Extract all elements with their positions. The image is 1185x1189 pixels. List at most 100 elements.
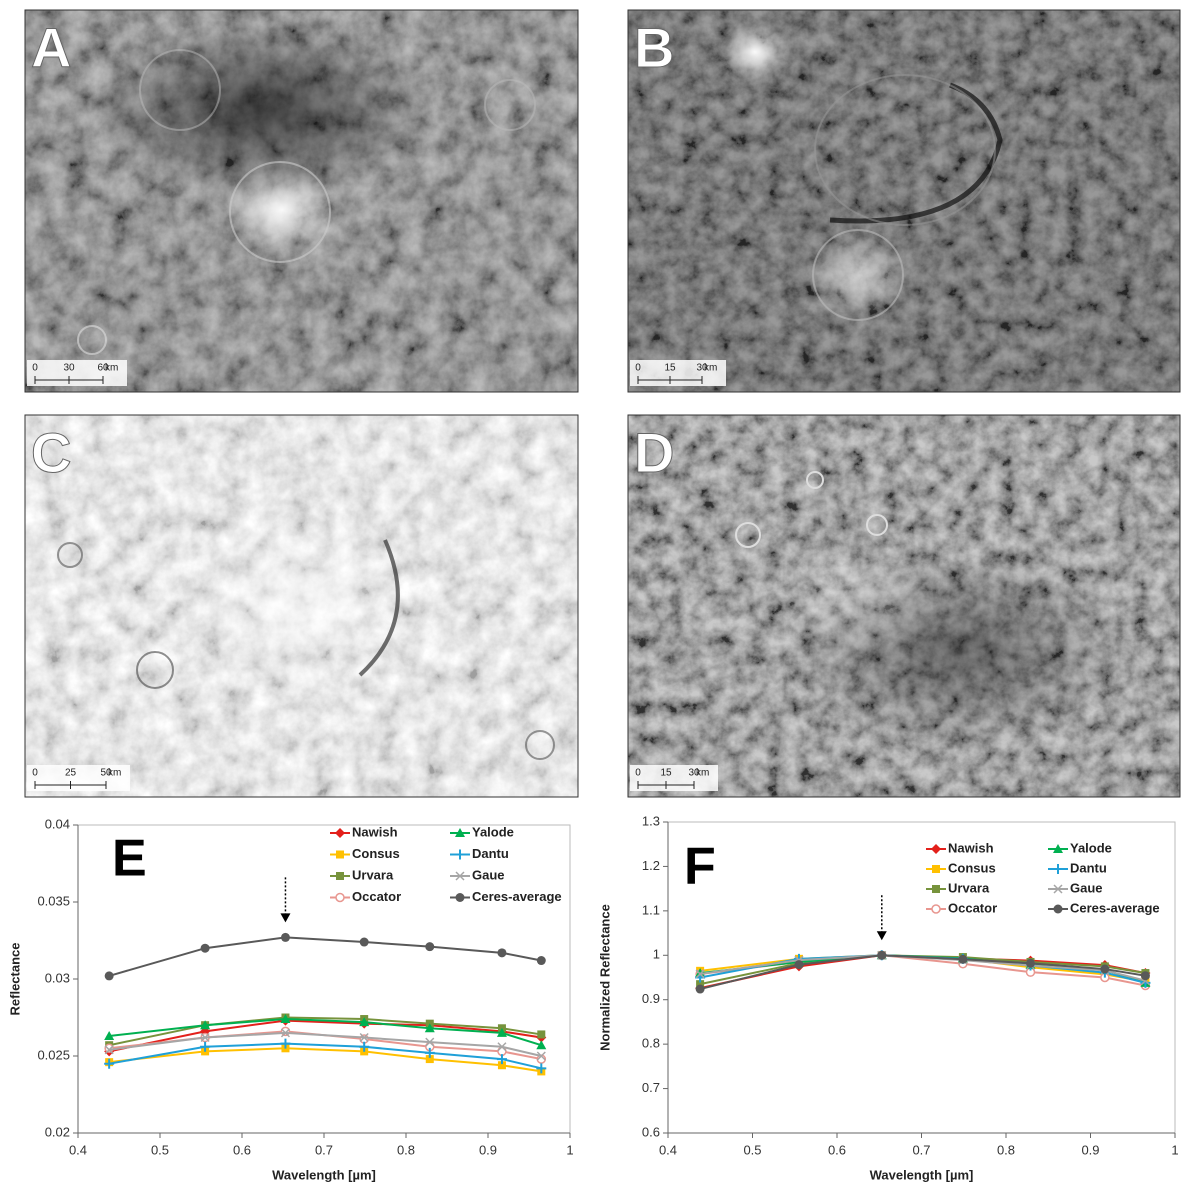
marker [360,938,369,947]
scale-bar-label: 0 [635,768,641,779]
marker [537,1030,545,1038]
marker [336,851,344,859]
x-tick-label: 0.6 [828,1142,846,1157]
legend-label: Yalode [1070,840,1112,855]
marker [455,850,465,860]
y-tick-label: 0.8 [642,1036,660,1051]
marker [931,844,941,854]
x-tick-label: 0.9 [479,1142,497,1157]
x-tick-label: 0.4 [69,1142,87,1157]
legend-label: Urvara [352,867,394,882]
y-axis-title: Normalized Reflectance [597,904,612,1051]
marker [1053,864,1063,874]
y-tick-label: 0.7 [642,1080,660,1095]
scale-bar-label: km [696,768,709,779]
legend-label: Dantu [1070,860,1107,875]
scale-bar-label: 0 [635,363,641,374]
marker [1026,959,1035,968]
marker [932,905,940,913]
scale-bar-label: km [704,363,717,374]
series-line [109,1044,541,1069]
y-tick-label: 0.035 [37,893,70,908]
marker [932,865,940,873]
legend-label: Ceres-average [472,889,562,904]
scale-bar-label: km [108,768,121,779]
legend-label: Occator [352,889,401,904]
figure: A03060kmB01530kmC02550kmD01530km 0.40.50… [0,0,1185,1189]
x-tick-label: 1 [1171,1142,1178,1157]
y-tick-label: 0.02 [45,1124,70,1139]
y-tick-label: 1.2 [642,858,660,873]
marker [281,1027,289,1035]
marker [281,933,290,942]
marker [877,951,886,960]
image-d [628,415,1180,797]
panel-letter: B [634,16,674,79]
scale-bar-label: 15 [660,768,672,779]
marker [336,894,344,902]
y-tick-label: 0.03 [45,970,70,985]
x-tick-label: 0.4 [659,1142,677,1157]
image-c [25,415,578,797]
x-tick-label: 0.7 [912,1142,930,1157]
legend-label: Yalode [472,824,514,839]
scale-bar-label: 25 [65,768,77,779]
y-tick-label: 1.3 [642,813,660,828]
y-axis-title: Reflectance [7,943,22,1016]
legend-label: Urvara [948,880,990,895]
legend-label: Dantu [472,846,509,861]
x-tick-label: 0.9 [1081,1142,1099,1157]
marker [201,944,210,953]
marker [1054,905,1063,914]
y-tick-label: 0.04 [45,816,70,831]
panel-letter: A [31,16,71,79]
charts: 0.4 0.5 0.6 0.7 0.8 0.9 1 0.02 0.025 0.03 0.035 0.0… [7,813,1178,1182]
marker [537,956,546,965]
legend-label: Gaue [1070,880,1103,895]
legend-label: Nawish [948,840,994,855]
legend-label: Ceres-average [1070,900,1160,915]
y-tick-label: 0.025 [37,1047,70,1062]
scale-bar-label: km [105,363,118,374]
scale-bar-label: 0 [32,363,38,374]
legend-label: Occator [948,900,997,915]
marker [1100,965,1109,974]
marker [1141,971,1150,980]
page: A03060kmB01530kmC02550kmD01530km 0.40.50… [0,0,1185,1189]
marker [794,960,803,969]
marker [425,942,434,951]
panel-letter: D [634,421,674,484]
marker [932,885,940,893]
image-b [628,10,1180,392]
marker [958,955,967,964]
scale-bar-label: 30 [63,363,75,374]
y-tick-label: 0.6 [642,1124,660,1139]
arrow-head [280,913,290,922]
marker [105,1044,113,1052]
x-tick-label: 0.5 [151,1142,169,1157]
x-axis-title: Wavelength [µm] [272,1167,376,1182]
scale-bar-label: 0 [32,768,38,779]
legend-label: Consus [948,860,996,875]
arrow-head [877,931,887,940]
marker [105,971,114,980]
x-tick-label: 1 [566,1142,573,1157]
x-tick-label: 0.5 [743,1142,761,1157]
marker [456,893,465,902]
image-a [25,10,578,392]
y-tick-label: 1.1 [642,902,660,917]
marker [335,828,345,838]
legend-label: Nawish [352,824,398,839]
series-line [109,937,541,976]
x-axis-title: Wavelength [µm] [870,1167,974,1182]
y-tick-label: 1 [653,947,660,962]
panel-letter: F [684,838,716,896]
x-tick-label: 0.8 [397,1142,415,1157]
x-tick-label: 0.8 [997,1142,1015,1157]
panel-letter: E [112,830,147,888]
marker [336,872,344,880]
scale-bar-label: 15 [664,363,676,374]
marker [696,985,705,994]
